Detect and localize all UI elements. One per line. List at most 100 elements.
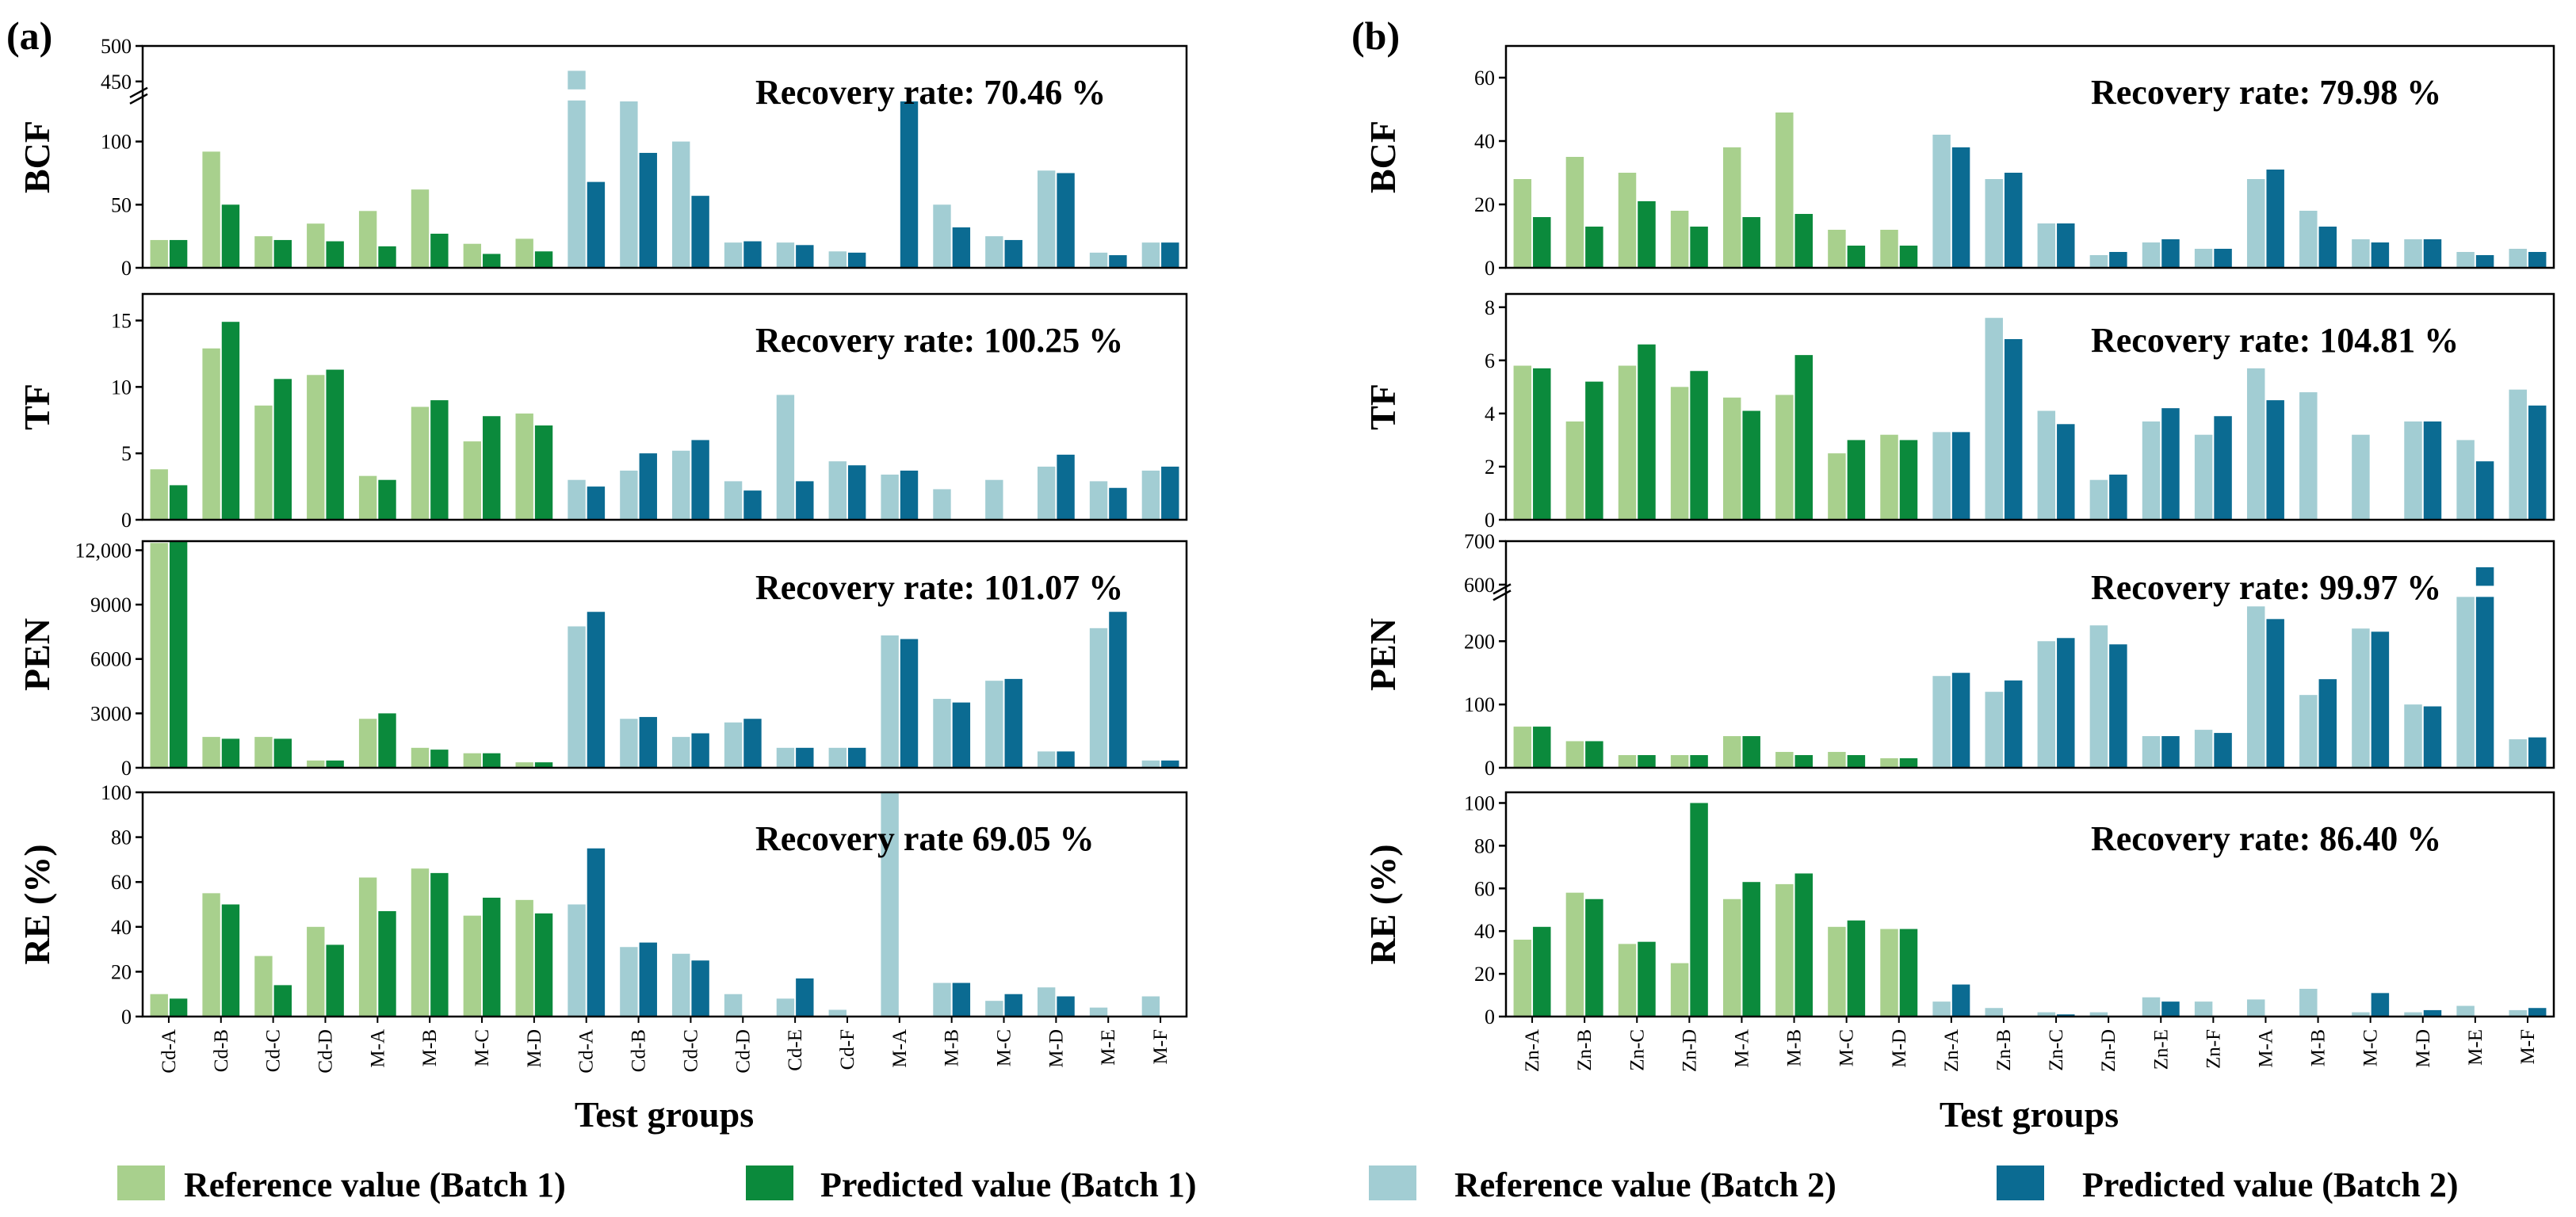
bar-predicted-a-tf-19 — [1161, 466, 1179, 520]
bar-predicted-a-pen-8 — [587, 612, 606, 768]
bar-predicted-a-bcf-16 — [1004, 239, 1022, 268]
ytick-label-a-tf-3: 15 — [111, 310, 132, 333]
ytick-label-b-tf-0: 0 — [1485, 509, 1495, 532]
bar-reference-b-re-5 — [1775, 883, 1794, 1017]
category-label-a-14: M-A — [889, 1029, 911, 1068]
bar-reference-a-bcf-16 — [985, 236, 1003, 268]
bar-reference-b-re-15 — [2299, 988, 2318, 1017]
ytick-label-a-bcf-3: 450 — [101, 71, 132, 93]
bar-reference-a-bcf-8 — [568, 71, 586, 268]
ytick-label-b-bcf-3: 60 — [1474, 67, 1495, 90]
ytick-label-b-bcf-0: 0 — [1485, 257, 1495, 280]
bar-predicted-b-pen-12 — [2161, 736, 2180, 768]
bar-predicted-b-tf-1 — [1585, 381, 1603, 520]
bar-predicted-a-re-10 — [691, 960, 709, 1017]
bar-predicted-a-tf-6 — [483, 416, 501, 520]
category-label-b-8: Zn-A — [1941, 1029, 1963, 1072]
ytick-label-a-pen-1: 3000 — [90, 702, 132, 725]
bar-predicted-b-re-3 — [1690, 803, 1708, 1017]
bar-reference-b-bcf-5 — [1775, 113, 1794, 268]
bar-reference-a-re-5 — [411, 868, 430, 1017]
bar-predicted-b-pen-0 — [1533, 727, 1551, 768]
bar-predicted-a-re-5 — [430, 872, 449, 1017]
axis-break-mark-b-pen — [1492, 589, 1512, 601]
bar-reference-a-tf-13 — [828, 461, 847, 520]
legend-item-pred1: Predicted value (Batch 1) — [746, 1165, 1197, 1204]
bar-predicted-b-pen-18 — [2475, 567, 2494, 768]
bar-reference-a-pen-14 — [881, 635, 899, 768]
bar-predicted-b-tf-7 — [1899, 440, 1918, 520]
ytick-label-a-bcf-0: 0 — [121, 257, 132, 280]
category-label-b-9: Zn-B — [1993, 1029, 2015, 1071]
bar-reference-a-pen-1 — [202, 737, 220, 768]
category-label-a-13: Cd-F — [837, 1029, 858, 1070]
bar-reference-b-bcf-6 — [1828, 230, 1846, 268]
bar-reference-b-pen-19 — [2509, 739, 2527, 768]
bar-reference-a-re-15 — [933, 982, 951, 1017]
bar-reference-b-re-12 — [2142, 997, 2161, 1017]
bar-reference-a-bcf-13 — [828, 251, 847, 268]
bar-predicted-b-tf-4 — [1742, 410, 1760, 520]
bar-predicted-b-bcf-1 — [1585, 227, 1603, 268]
bar-reference-b-pen-10 — [2037, 641, 2056, 768]
ytick-label-b-tf-2: 4 — [1485, 402, 1495, 425]
bar-reference-b-re-16 — [2352, 1012, 2370, 1017]
bar-predicted-a-tf-5 — [430, 400, 449, 520]
bar-predicted-a-tf-13 — [847, 465, 866, 520]
bar-reference-b-re-6 — [1828, 926, 1846, 1017]
bar-reference-b-bcf-4 — [1722, 147, 1741, 268]
plot-frame-a-tf — [141, 292, 1188, 521]
bar-predicted-b-pen-13 — [2214, 733, 2232, 768]
bar-reference-a-bcf-15 — [933, 204, 951, 268]
category-label-a-4: M-A — [367, 1029, 388, 1068]
bar-predicted-b-re-0 — [1533, 926, 1551, 1017]
bar-predicted-a-tf-4 — [378, 479, 396, 520]
ylabel-a-pen: PEN — [17, 618, 57, 691]
bar-reference-b-bcf-10 — [2037, 223, 2056, 268]
panel-a-label: (a) — [6, 13, 52, 58]
bar-predicted-a-re-9 — [639, 942, 657, 1017]
bar-predicted-b-bcf-11 — [2109, 252, 2127, 268]
bar-reference-b-bcf-1 — [1565, 157, 1584, 268]
bar-reference-b-re-2 — [1618, 944, 1637, 1017]
ytick-label-a-pen-3: 9000 — [90, 593, 132, 616]
bar-predicted-a-re-6 — [483, 898, 501, 1017]
category-label-b-16: M-C — [2360, 1029, 2382, 1066]
bar-reference-b-bcf-9 — [1985, 179, 2003, 268]
bar-predicted-b-tf-19 — [2528, 405, 2547, 520]
bar-reference-a-bcf-0 — [150, 239, 168, 268]
category-label-b-1: Zn-B — [1574, 1029, 1596, 1071]
bar-predicted-a-pen-4 — [378, 713, 396, 768]
bar-predicted-b-tf-6 — [1847, 440, 1866, 520]
bar-predicted-b-pen-16 — [2371, 631, 2390, 768]
ytick-label-b-re-3: 60 — [1474, 877, 1495, 900]
axis-break-mark-b-pen — [1492, 583, 1512, 595]
bar-reference-a-bcf-11 — [724, 242, 743, 268]
ytick-label-b-re-0: 0 — [1485, 1005, 1495, 1028]
bar-reference-a-bcf-1 — [202, 151, 220, 268]
bar-reference-b-tf-9 — [1985, 318, 2003, 520]
bar-predicted-b-tf-12 — [2161, 408, 2180, 520]
bar-predicted-a-bcf-13 — [847, 252, 866, 268]
bar-predicted-a-bcf-3 — [326, 241, 344, 268]
bar-predicted-b-bcf-9 — [2004, 173, 2023, 268]
bar-predicted-a-re-16 — [1004, 994, 1022, 1017]
category-label-b-15: M-B — [2308, 1029, 2329, 1066]
bar-reference-a-tf-7 — [515, 413, 533, 520]
bar-predicted-b-tf-14 — [2266, 400, 2284, 520]
bar-reference-a-tf-6 — [463, 441, 482, 520]
bar-predicted-b-re-10 — [2057, 1014, 2075, 1017]
bar-predicted-b-bcf-2 — [1638, 201, 1656, 268]
bar-predicted-a-re-8 — [587, 848, 606, 1017]
bar-predicted-b-re-6 — [1847, 920, 1866, 1017]
category-label-a-12: Cd-E — [785, 1029, 806, 1071]
category-label-a-16: M-C — [994, 1029, 1015, 1066]
bar-reference-a-re-4 — [358, 877, 377, 1017]
bar-predicted-b-re-8 — [1951, 984, 1970, 1017]
bar-reference-b-pen-7 — [1880, 758, 1898, 768]
bar-reference-b-bcf-0 — [1513, 179, 1532, 268]
legend-swatch-pred2 — [1997, 1165, 2044, 1200]
legend: Reference value (Batch 1) Predicted valu… — [117, 1165, 2459, 1204]
category-label-a-9: Cd-B — [629, 1029, 650, 1072]
category-label-a-5: M-B — [419, 1029, 441, 1066]
